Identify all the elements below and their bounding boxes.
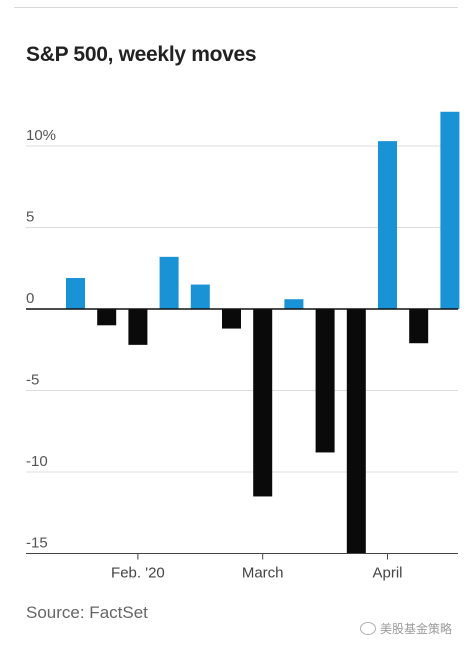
source-note: Source: FactSet [26,603,148,622]
bar [440,111,460,310]
y-tick-label: 5 [26,209,34,226]
bar [128,309,148,345]
y-tick-label: -15 [26,535,48,552]
bar [66,278,85,309]
bar [284,299,304,309]
bar [346,309,366,554]
y-tick-label: -5 [26,372,39,389]
bar [159,256,179,309]
chart-title: S&P 500, weekly moves [26,43,257,66]
x-tick-label: March [242,565,284,582]
bar [378,141,397,309]
bar [97,309,117,326]
y-tick-label: -10 [26,453,48,470]
x-tick-label: April [372,565,402,582]
bar [409,309,429,344]
bar [253,309,273,497]
watermark-text: 美股基金策略 [380,622,453,636]
top-border [14,7,458,8]
bar [190,284,210,309]
y-tick-label: 0 [26,290,34,307]
y-tick-label: 10% [26,127,56,144]
watermark: 美股基金策略 [360,620,452,637]
x-tick-label: Feb. '20 [111,565,165,582]
wechat-icon [360,622,376,635]
bar [315,309,335,453]
bar [222,309,241,329]
